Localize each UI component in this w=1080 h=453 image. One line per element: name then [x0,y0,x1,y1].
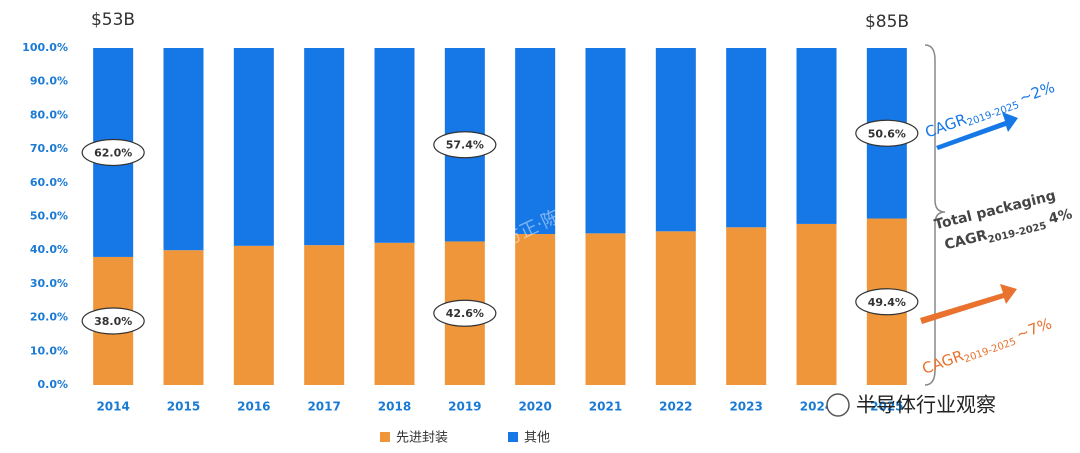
y-tick-label: 90.0% [30,75,68,88]
value-label: 49.4% [868,296,906,309]
y-tick-label: 0.0% [37,378,68,391]
x-tick-label: 2016 [237,400,270,414]
cagr-suffix: ~7% [1014,314,1054,343]
cagr-sub: 2019-2025 [987,221,1048,246]
bar-segment [726,48,767,228]
x-tick-label: 2018 [378,400,411,414]
bar-segment [585,233,626,385]
plot: 0.0% 10.0% 20.0% 30.0% 40.0% 50.0% 60.0% 70.0% 8… [22,41,919,446]
advanced-cagr: CAGR2019-2025~7% [920,314,1055,380]
bar-segment [515,234,556,385]
cagr-prefix: CAGR [923,110,969,141]
x-tick-label: 2015 [167,400,200,414]
bar-segment [304,245,345,385]
y-tick-label: 30.0% [30,277,68,290]
bracket [924,44,946,386]
other-cagr: CAGR2019-2025~2% [923,77,1058,143]
x-tick-label: 2024 [800,400,833,414]
value-label-bubble [855,119,919,147]
legend-swatch [380,432,390,442]
x-tick-label: 2014 [96,400,129,414]
value-label-bubble [433,299,497,327]
legend-label: 先进封装 [396,431,448,446]
y-tick-label: 50.0% [30,210,68,223]
bar-segment [655,231,696,385]
bar-segment [163,250,204,385]
y-tick-label: 80.0% [30,108,68,121]
value-label-bubble [81,138,145,167]
value-label: 62.0% [94,146,132,159]
value-label: 38.0% [94,315,132,328]
bar-segment [233,48,274,246]
bar-segment [374,242,415,385]
bar-segment [726,227,767,385]
value-label: 50.6% [868,127,906,140]
y-tick-label: 40.0% [30,243,68,256]
cagr-sub: 2019-2025 [963,336,1018,365]
cagr-suffix: ~2% [1017,77,1057,106]
wechat-icon [826,393,850,417]
cagr-prefix: CAGR [920,346,966,377]
arrow-other [936,112,1018,150]
cagr-suffix: 4% [1047,206,1074,227]
y-tick-label: 10.0% [30,344,68,357]
total-cagr: Total packaging CAGR2019-20254% [933,188,1074,254]
bar-segment [304,48,345,246]
x-tick-label: 2017 [307,400,340,414]
bar-segment [585,48,626,234]
legend-label: 其他 [524,431,550,446]
x-tick-label: 2021 [589,400,622,414]
bar-segment [655,48,696,232]
arrow-advanced [920,284,1017,324]
start-total: $53B [91,10,135,30]
value-label: 42.6% [446,307,484,320]
x-tick-label: 2025 [870,400,903,414]
bar-segment [796,48,837,224]
account-watermark: 半导体行业观察 [856,393,996,417]
y-tick-label: 100.0% [22,41,68,54]
cagr-prefix: CAGR [943,227,989,253]
end-total: $85B [865,12,909,32]
value-label: 57.4% [446,139,484,152]
bar-segment [163,48,204,251]
value-label-bubble [855,288,919,316]
y-tick-label: 60.0% [30,176,68,189]
bar-segment [374,48,415,243]
value-label-bubble [81,307,145,335]
value-label-bubble [433,131,497,159]
y-tick-label: 70.0% [30,142,68,155]
legend-swatch [508,432,519,442]
x-tick-label: 2020 [518,400,551,414]
bar-segment [796,223,837,385]
x-tick-label: 2019 [448,400,481,414]
bar-segment [233,245,274,385]
x-tick-label: 2023 [729,400,762,414]
bar-segment [515,48,556,235]
y-tick-label: 20.0% [30,311,68,324]
x-tick-label: 2022 [659,400,692,414]
